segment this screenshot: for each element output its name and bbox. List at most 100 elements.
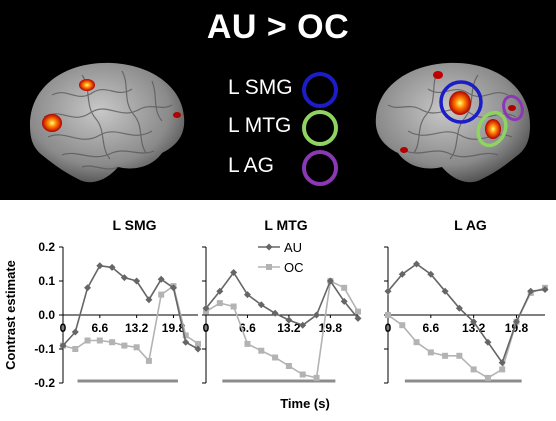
data-point-au <box>398 270 406 278</box>
y-axis-label: Contrast estimate <box>3 260 18 370</box>
data-point-oc <box>96 337 103 344</box>
data-point-oc <box>158 291 165 298</box>
region-label-ag: L AG <box>228 154 274 177</box>
data-point-oc <box>484 374 491 381</box>
data-point-oc <box>195 340 201 347</box>
data-point-au <box>257 301 265 309</box>
data-point-oc <box>299 371 306 378</box>
data-point-au <box>243 291 251 299</box>
data-point-au <box>527 287 535 295</box>
data-point-au <box>427 270 435 278</box>
data-point-au <box>340 297 348 305</box>
data-point-au <box>230 269 238 276</box>
series-line-au <box>387 263 546 365</box>
data-point-au <box>455 304 463 312</box>
x-tick-label: 6.6 <box>422 321 439 335</box>
data-point-oc <box>385 312 391 318</box>
data-point-au <box>169 284 177 292</box>
data-point-oc <box>399 322 406 329</box>
x-tick-label: 0 <box>203 321 210 335</box>
data-point-au <box>285 316 293 324</box>
data-point-au <box>59 342 67 350</box>
data-point-oc <box>145 357 152 364</box>
data-point-au <box>96 262 104 270</box>
region-marker-ag <box>302 150 338 186</box>
data-point-oc <box>121 342 128 349</box>
data-point-oc <box>84 337 91 344</box>
data-point-au <box>541 286 549 293</box>
data-point-au <box>413 260 421 268</box>
chart-title: L MTG <box>264 217 307 233</box>
data-point-oc <box>427 349 434 356</box>
y-tick-label: -0.2 <box>34 376 55 390</box>
data-point-au <box>271 309 279 317</box>
legend-label-au: AU <box>284 240 302 255</box>
data-point-au <box>216 287 224 295</box>
data-point-oc <box>109 339 116 346</box>
data-point-au <box>71 328 79 336</box>
left-brain-image <box>30 62 185 183</box>
data-point-oc <box>355 308 361 315</box>
data-point-oc <box>341 284 348 291</box>
data-point-au <box>299 321 307 329</box>
y-tick-label: 0.0 <box>38 308 55 322</box>
legend-marker-oc <box>266 264 272 270</box>
right-brain-image <box>375 62 530 183</box>
charts-svg: L SMG 0.2 0.1 0.0 -0.1 -0.2 0 6.6 13.2 19.8 L MTG 0… <box>3 217 549 411</box>
data-point-au <box>194 345 202 353</box>
data-point-au <box>133 277 141 285</box>
data-point-au <box>326 277 334 285</box>
data-point-oc <box>442 352 449 359</box>
data-point-au <box>84 284 92 292</box>
x-axis-label: Time (s) <box>280 396 330 411</box>
data-point-au <box>384 287 392 295</box>
chart-title: L AG <box>454 217 487 233</box>
y-tick-label: 0.1 <box>38 274 55 288</box>
data-point-oc <box>230 303 237 310</box>
data-point-au <box>120 274 128 282</box>
series-line-au <box>62 264 199 350</box>
data-point-au <box>108 263 116 271</box>
x-tick-label: 0 <box>60 321 67 335</box>
contrast-charts: L SMG 0.2 0.1 0.0 -0.1 -0.2 0 6.6 13.2 19.8 L MTG 0… <box>0 200 556 416</box>
region-marker-smg <box>302 72 338 108</box>
data-point-oc <box>182 332 189 339</box>
data-point-au <box>313 311 321 319</box>
data-point-au <box>441 287 449 295</box>
x-tick-label: 13.2 <box>277 321 301 335</box>
data-point-oc <box>313 374 320 381</box>
region-label-mtg: L MTG <box>228 114 292 137</box>
data-point-oc <box>258 347 265 354</box>
data-point-oc <box>133 344 140 351</box>
data-point-oc <box>216 300 223 307</box>
figure-title: AU > OC <box>206 8 350 46</box>
data-point-oc <box>72 346 79 352</box>
data-point-au <box>498 359 506 367</box>
data-point-au <box>484 338 492 346</box>
data-point-au <box>182 338 190 346</box>
data-point-oc <box>413 339 420 346</box>
data-point-au <box>470 318 478 326</box>
series-line-au <box>205 271 359 327</box>
legend-marker-au <box>265 243 273 251</box>
data-point-au <box>354 314 362 322</box>
brain-figure-panel: AU > OC <box>0 0 556 200</box>
data-point-au <box>512 318 520 326</box>
x-tick-label: 13.2 <box>125 321 149 335</box>
chart-title: L SMG <box>112 217 156 233</box>
data-point-au <box>157 275 165 283</box>
data-point-oc <box>244 340 251 347</box>
legend-label-oc: OC <box>284 260 304 275</box>
y-tick-label: 0.2 <box>38 240 55 254</box>
region-marker-mtg <box>302 110 338 146</box>
x-tick-label: 19.8 <box>162 321 186 335</box>
data-point-oc <box>272 354 279 361</box>
x-tick-label: 6.6 <box>91 321 108 335</box>
data-point-au <box>145 296 153 304</box>
y-tick-label: -0.1 <box>34 342 55 356</box>
data-point-oc <box>499 366 506 373</box>
x-tick-label: 19.8 <box>505 321 529 335</box>
data-point-oc <box>470 366 477 373</box>
data-point-au <box>202 304 210 312</box>
region-label-smg: L SMG <box>228 76 293 99</box>
